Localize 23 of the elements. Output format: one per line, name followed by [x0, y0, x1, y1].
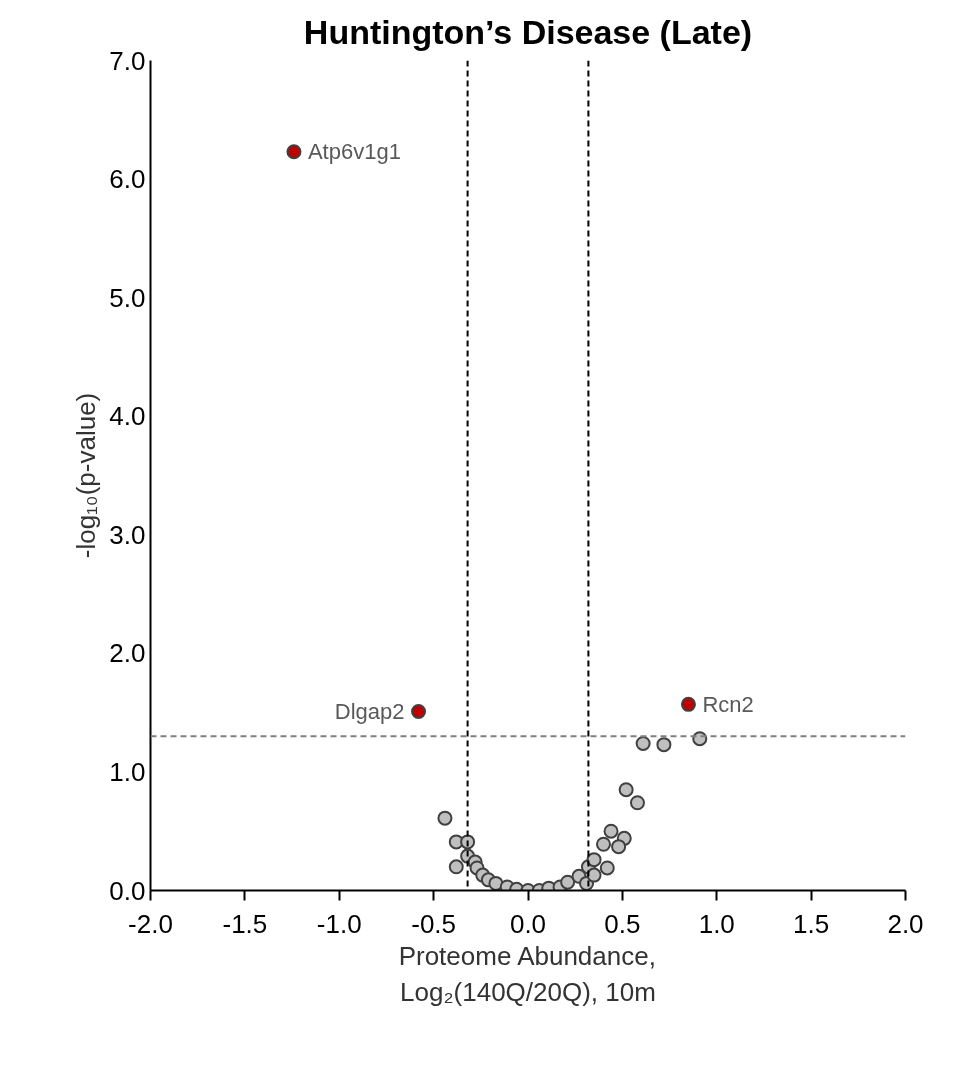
x-tick-label: 1.0 — [698, 908, 735, 939]
y-tick-label: 1.0 — [109, 756, 146, 787]
y-tick-label: 4.0 — [109, 401, 146, 432]
x-tick-label: -1.0 — [316, 908, 362, 939]
y-tick-label: 0.0 — [109, 875, 146, 906]
annotation: Atp6v1g1 — [307, 139, 401, 165]
y-tick-label: 6.0 — [109, 164, 146, 195]
annotation: Rcn2 — [702, 691, 754, 717]
y-axis-title: -log₁₀(p-value) — [71, 392, 102, 559]
x-tick-label: -2.0 — [128, 908, 173, 939]
x-tick-label: 0.5 — [604, 908, 641, 939]
x-tick-label: 2.0 — [887, 908, 924, 939]
y-tick-label: 3.0 — [109, 519, 146, 550]
y-tick-label: 7.0 — [109, 45, 146, 76]
x-axis-title: Proteome Abundance, Log₂(140Q/20Q), 10m — [398, 940, 656, 1007]
x-tick-label: 1.5 — [793, 908, 830, 939]
chart-title: Huntington’s Disease (Late) — [303, 12, 753, 51]
annotation: Dlgap2 — [334, 698, 405, 724]
x-tick-label: -1.5 — [222, 908, 268, 939]
y-tick-label: 2.0 — [109, 638, 146, 669]
y-tick-label: 5.0 — [109, 282, 146, 313]
x-tick-label: 0.0 — [509, 908, 547, 939]
x-tick-label: -0.5 — [411, 908, 457, 939]
